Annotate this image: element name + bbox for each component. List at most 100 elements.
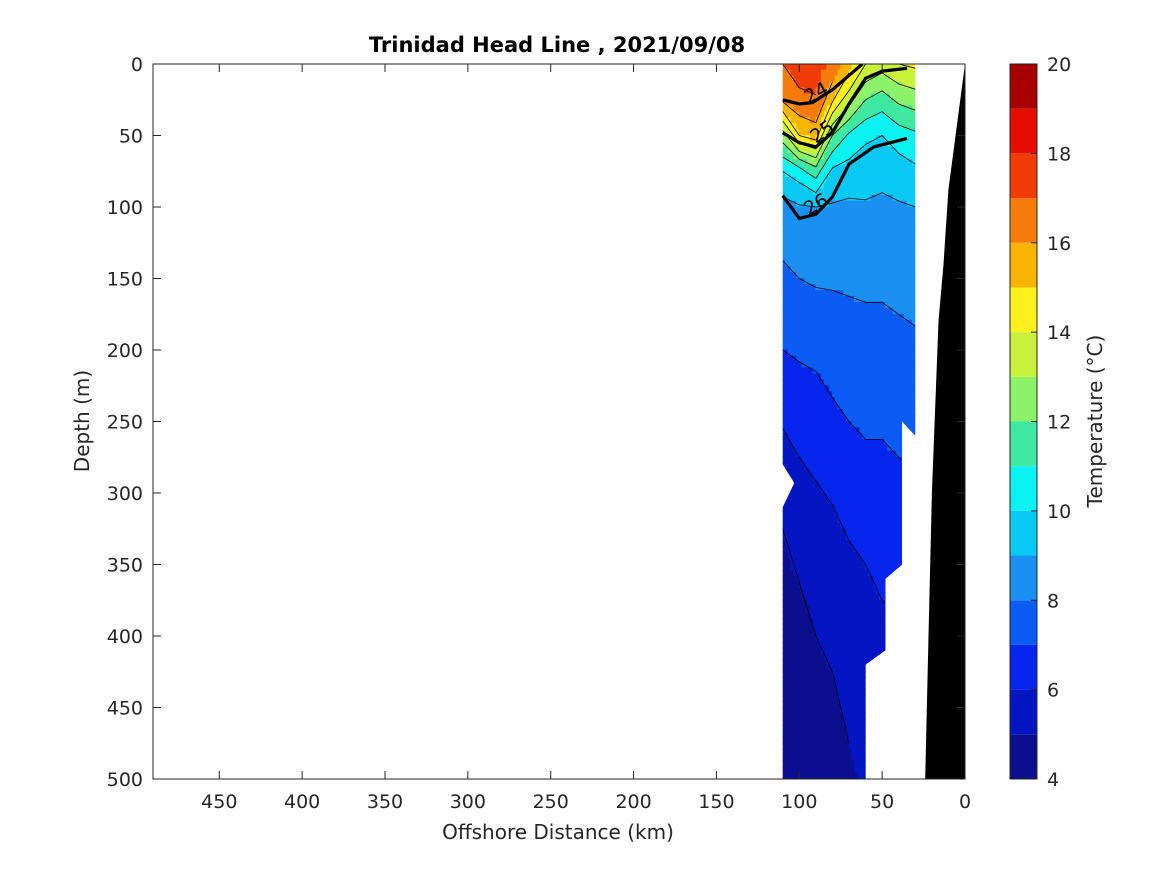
temperature-cell <box>878 129 883 136</box>
temperature-cell <box>820 760 825 768</box>
temperature-cell <box>859 510 864 518</box>
temperature-cell <box>820 301 825 309</box>
temperature-cell <box>798 480 803 488</box>
temperature-cell <box>815 444 820 452</box>
temperature-cell <box>851 218 855 226</box>
temperature-cell <box>826 224 831 232</box>
temperature-cell <box>887 99 891 107</box>
temperature-cell <box>798 581 803 589</box>
temperature-cell <box>823 290 828 297</box>
temperature-cell <box>881 260 886 267</box>
temperature-cell <box>881 450 886 458</box>
temperature-cell <box>829 516 833 524</box>
temperature-cell <box>859 284 864 291</box>
temperature-cell <box>796 367 800 375</box>
temperature-cell <box>845 355 850 363</box>
temperature-cell <box>823 474 828 482</box>
temperature-cell <box>826 301 831 309</box>
temperature-cell <box>815 724 820 732</box>
temperature-cell <box>840 152 844 160</box>
temperature-cell <box>801 87 806 95</box>
temperature-cell <box>845 516 850 524</box>
temperature-cell <box>798 307 803 315</box>
temperature-cell <box>801 587 806 595</box>
temperature-cell <box>867 587 872 595</box>
temperature-cell <box>837 724 842 732</box>
temperature-cell <box>818 635 822 643</box>
temperature-cell <box>826 760 831 768</box>
temperature-cell <box>809 176 814 184</box>
temperature-cell <box>856 301 861 309</box>
temperature-cell <box>801 325 806 333</box>
temperature-cell <box>848 748 853 756</box>
temperature-cell <box>790 695 795 702</box>
temperature-cell <box>865 194 869 202</box>
temperature-cell <box>823 152 828 160</box>
temperature-cell <box>867 266 872 273</box>
temperature-cell <box>807 242 811 250</box>
temperature-cell <box>843 629 847 637</box>
temperature-cell <box>804 284 808 291</box>
temperature-cell <box>856 528 861 536</box>
temperature-cell <box>801 367 806 375</box>
temperature-cell <box>829 510 833 518</box>
temperature-cell <box>815 170 820 178</box>
temperature-cell <box>867 433 872 440</box>
temperature-cell <box>834 260 839 267</box>
temperature-cell <box>848 444 853 452</box>
temperature-cell <box>887 361 891 369</box>
temperature-cell <box>815 641 820 649</box>
temperature-cell <box>809 224 814 232</box>
temperature-cell <box>826 647 831 655</box>
temperature-cell <box>793 397 797 405</box>
temperature-cell <box>823 81 828 89</box>
temperature-cell <box>887 182 891 190</box>
temperature-cell <box>782 748 786 756</box>
temperature-cell <box>840 534 844 542</box>
temperature-cell <box>796 695 800 702</box>
temperature-cell <box>834 111 839 119</box>
temperature-cell <box>881 218 886 226</box>
temperature-cell <box>804 581 808 589</box>
temperature-cell <box>804 683 808 691</box>
temperature-cell <box>862 230 866 238</box>
temperature-cell <box>843 129 847 136</box>
temperature-cell <box>876 528 880 536</box>
temperature-cell <box>796 456 800 464</box>
temperature-cell <box>862 558 866 565</box>
temperature-cell <box>887 212 891 220</box>
temperature-cell <box>862 742 866 750</box>
temperature-cell <box>787 403 792 410</box>
temperature-cell <box>856 617 861 625</box>
temperature-cell <box>829 230 833 238</box>
temperature-cell <box>798 266 803 273</box>
temperature-cell <box>870 456 875 464</box>
temperature-cell <box>884 456 889 464</box>
temperature-cell <box>837 152 842 160</box>
temperature-cell <box>782 212 786 220</box>
temperature-cell <box>892 379 897 387</box>
temperature-cell <box>876 623 880 631</box>
temperature-cell <box>848 450 853 458</box>
temperature-cell <box>881 409 886 416</box>
temperature-cell <box>782 522 786 530</box>
temperature-cell <box>801 373 806 381</box>
temperature-cell <box>782 355 786 363</box>
temperature-cell <box>807 570 811 577</box>
temperature-cell <box>856 564 861 571</box>
temperature-cell <box>840 331 844 339</box>
temperature-cell <box>890 409 894 416</box>
temperature-cell <box>801 433 806 440</box>
temperature-cell <box>843 576 847 583</box>
temperature-cell <box>832 450 836 458</box>
temperature-cell <box>854 647 858 655</box>
temperature-cell <box>884 564 889 571</box>
temperature-cell <box>807 635 811 643</box>
temperature-cell <box>798 665 803 673</box>
temperature-cell <box>804 260 808 267</box>
temperature-cell <box>787 391 792 399</box>
temperature-cell <box>787 677 792 685</box>
temperature-cell <box>820 564 825 571</box>
temperature-cell <box>848 659 853 667</box>
temperature-cell <box>807 510 811 518</box>
